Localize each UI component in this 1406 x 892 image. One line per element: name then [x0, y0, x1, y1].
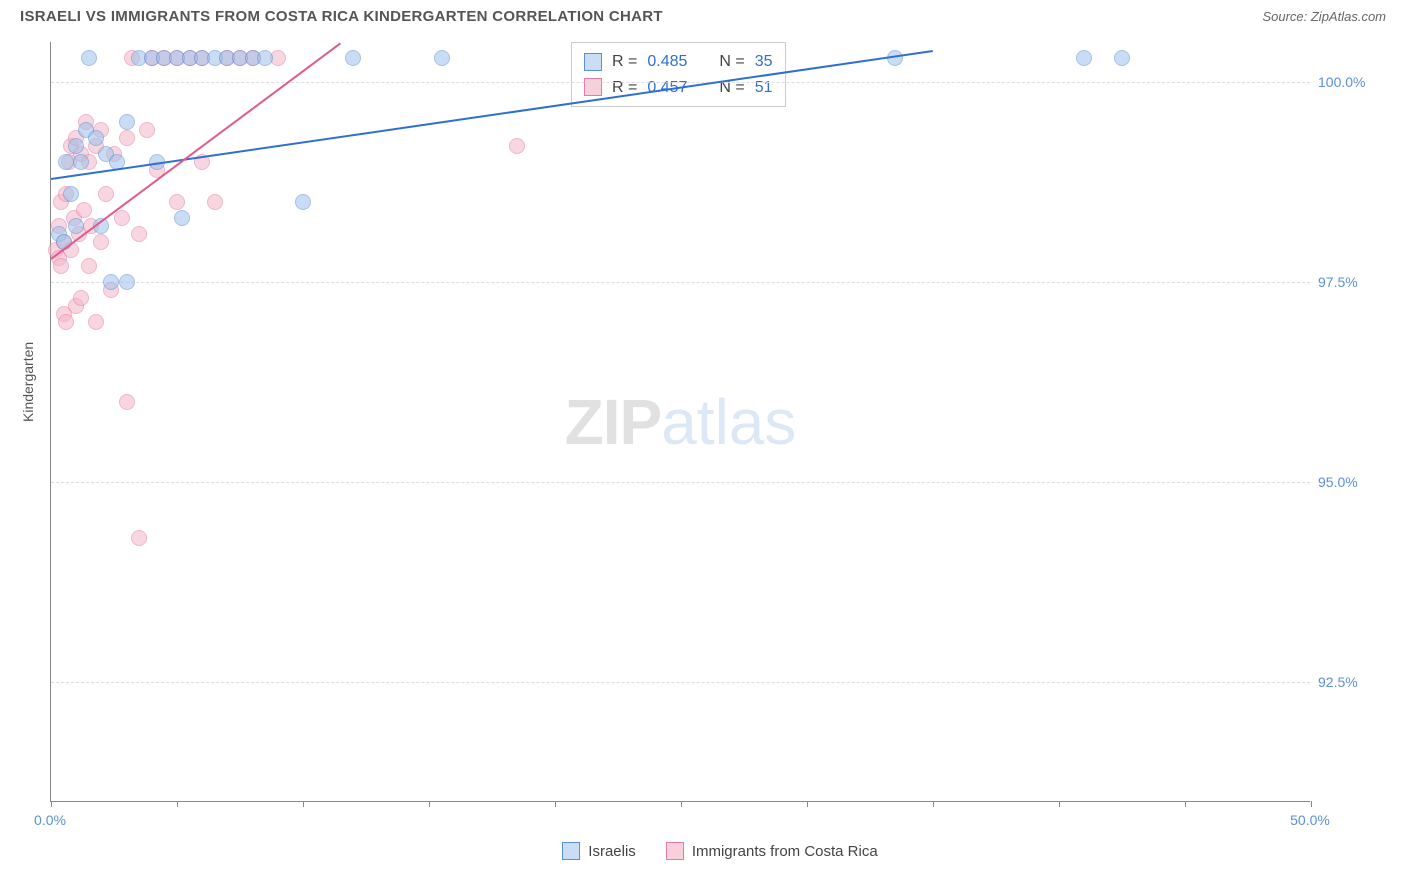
xtick-label: 0.0%: [34, 812, 66, 828]
watermark-atlas: atlas: [661, 386, 796, 458]
xtick: [1311, 801, 1312, 807]
stats-row-a: R = 0.485 N = 35: [584, 49, 773, 75]
data-point: [73, 290, 89, 306]
legend-label-b: Immigrants from Costa Rica: [692, 843, 878, 860]
xtick: [429, 801, 430, 807]
data-point: [345, 50, 361, 66]
data-point: [119, 274, 135, 290]
legend-swatch-b: [666, 842, 684, 860]
gridline: [51, 82, 1310, 83]
gridline: [51, 682, 1310, 683]
ytick-label: 97.5%: [1318, 274, 1358, 290]
data-point: [103, 274, 119, 290]
r-label-a: R =: [612, 49, 637, 75]
data-point: [119, 130, 135, 146]
data-point: [1076, 50, 1092, 66]
xtick: [177, 801, 178, 807]
data-point: [119, 394, 135, 410]
gridline: [51, 282, 1310, 283]
data-point: [131, 530, 147, 546]
ytick-label: 100.0%: [1318, 74, 1365, 90]
chart-title: ISRAELI VS IMMIGRANTS FROM COSTA RICA KI…: [20, 8, 663, 25]
y-axis-label: Kindergarten: [20, 342, 36, 422]
xtick: [303, 801, 304, 807]
data-point: [207, 194, 223, 210]
data-point: [81, 258, 97, 274]
watermark: ZIPatlas: [565, 385, 797, 459]
data-point: [119, 114, 135, 130]
data-point: [76, 202, 92, 218]
ytick-label: 95.0%: [1318, 474, 1358, 490]
xtick: [1059, 801, 1060, 807]
data-point: [73, 154, 89, 170]
data-point: [131, 226, 147, 242]
data-point: [257, 50, 273, 66]
xtick: [933, 801, 934, 807]
data-point: [88, 130, 104, 146]
data-point: [98, 186, 114, 202]
data-point: [63, 186, 79, 202]
chart-container: Kindergarten ZIPatlas R = 0.485 N = 35 R…: [50, 42, 1390, 832]
data-point: [174, 210, 190, 226]
legend-item-costarica: Immigrants from Costa Rica: [666, 842, 878, 860]
xtick: [1185, 801, 1186, 807]
data-point: [93, 234, 109, 250]
data-point: [68, 138, 84, 154]
data-point: [53, 258, 69, 274]
ytick-label: 92.5%: [1318, 674, 1358, 690]
legend: Israelis Immigrants from Costa Rica: [50, 842, 1390, 860]
data-point: [114, 210, 130, 226]
gridline: [51, 482, 1310, 483]
n-value-b: 51: [755, 75, 773, 101]
watermark-zip: ZIP: [565, 386, 662, 458]
data-point: [88, 314, 104, 330]
swatch-israelis: [584, 53, 602, 71]
data-point: [1114, 50, 1130, 66]
xtick-label: 50.0%: [1290, 812, 1330, 828]
data-point: [58, 314, 74, 330]
data-point: [81, 50, 97, 66]
xtick: [807, 801, 808, 807]
source-attribution: Source: ZipAtlas.com: [1262, 9, 1386, 24]
legend-label-a: Israelis: [588, 843, 636, 860]
data-point: [139, 122, 155, 138]
data-point: [509, 138, 525, 154]
data-point: [169, 194, 185, 210]
xtick: [555, 801, 556, 807]
data-point: [295, 194, 311, 210]
data-point: [68, 218, 84, 234]
data-point: [434, 50, 450, 66]
r-value-a: 0.485: [647, 49, 687, 75]
chart-header: ISRAELI VS IMMIGRANTS FROM COSTA RICA KI…: [0, 0, 1406, 29]
n-label-a: N =: [719, 49, 744, 75]
legend-swatch-a: [562, 842, 580, 860]
n-value-a: 35: [755, 49, 773, 75]
plot-area: ZIPatlas R = 0.485 N = 35 R = 0.457 N = …: [50, 42, 1310, 802]
legend-item-israelis: Israelis: [562, 842, 636, 860]
xtick: [681, 801, 682, 807]
data-point: [58, 154, 74, 170]
xtick: [51, 801, 52, 807]
